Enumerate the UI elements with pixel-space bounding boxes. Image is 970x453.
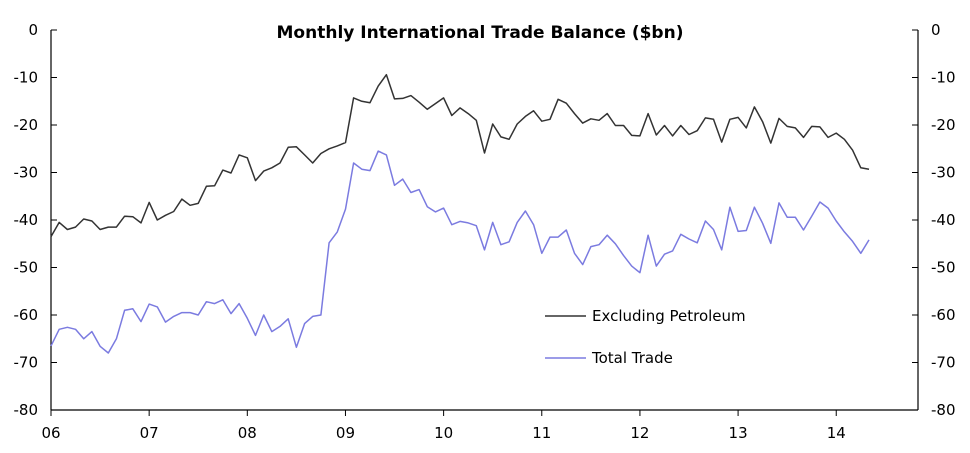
y-tick-label-left: -40 [14,211,39,229]
x-tick-label: 11 [532,424,551,442]
x-tick-label: 10 [434,424,453,442]
y-tick-label-left: -50 [14,259,39,277]
legend-label: Total Trade [591,349,673,367]
chart-title: Monthly International Trade Balance ($bn… [277,23,684,43]
y-tick-label-right: -10 [931,69,956,87]
y-tick-label-left: -60 [14,306,39,324]
x-tick-label: 13 [729,424,748,442]
legend: Excluding Petroleum Total Trade [545,307,746,367]
y-tick-label-right: -80 [931,401,956,419]
x-tick-label: 14 [827,424,846,442]
x-tick-label: 07 [140,424,159,442]
y-tick-label-left: -10 [14,69,39,87]
series-lines [50,73,870,354]
y-tick-label-right: -60 [931,306,956,324]
y-tick-label-left: -20 [14,116,39,134]
x-tick-label: 12 [630,424,649,442]
x-tick-label: 09 [336,424,355,442]
y-tick-label-left: -70 [14,354,39,372]
y-tick-label-right: -20 [931,116,956,134]
y-tick-label-left: -80 [14,401,39,419]
y-tick-label-right: -40 [931,211,956,229]
y-tick-label-left: 0 [28,21,38,39]
x-tick-label: 08 [238,424,257,442]
series-line-total-trade [50,150,870,354]
y-tick-label-left: -30 [14,164,39,182]
axes: 0 0 -10 -10 -20 -20 -30 -30 -40 -40 -50 -50 -60 -60 -7… [14,21,956,442]
y-tick-label-right: -70 [931,354,956,372]
x-tick-label: 06 [41,424,60,442]
series-line-excluding-petroleum [50,73,870,237]
y-tick-label-right: -30 [931,164,956,182]
y-tick-label-right: -50 [931,259,956,277]
y-tick-label-right: 0 [931,21,941,39]
legend-label: Excluding Petroleum [592,307,746,325]
